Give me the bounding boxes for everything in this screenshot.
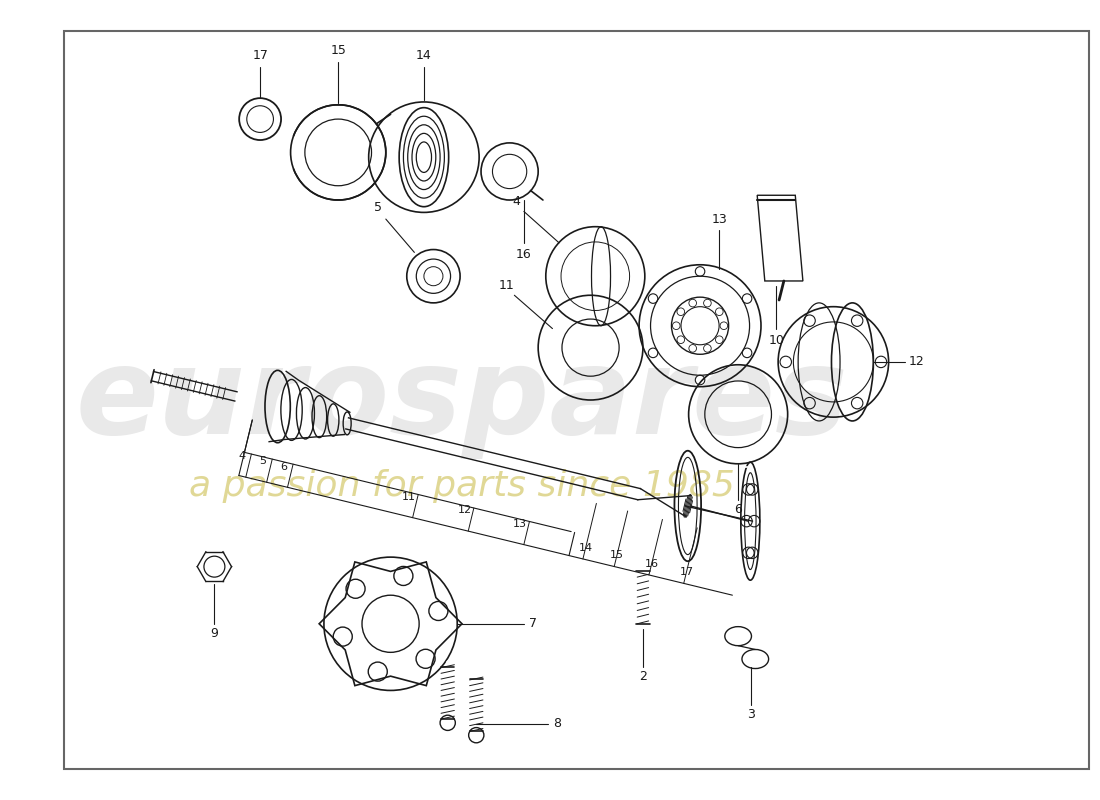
Text: 5: 5	[260, 457, 266, 466]
Text: 14: 14	[579, 542, 593, 553]
Text: 8: 8	[553, 718, 561, 730]
Text: 12: 12	[458, 506, 472, 515]
Text: 11: 11	[402, 492, 416, 502]
Text: 15: 15	[330, 44, 346, 57]
Text: 16: 16	[645, 558, 659, 569]
Text: 15: 15	[610, 550, 624, 560]
Text: 14: 14	[416, 49, 432, 62]
Text: eurospares: eurospares	[76, 342, 848, 458]
Text: 6: 6	[734, 503, 742, 516]
Text: 4: 4	[239, 451, 245, 462]
Text: 10: 10	[768, 334, 784, 346]
Text: 17: 17	[680, 567, 694, 577]
Text: 12: 12	[909, 355, 924, 369]
Text: 16: 16	[516, 248, 531, 261]
Text: 6: 6	[280, 462, 287, 471]
Text: 9: 9	[210, 627, 218, 640]
Text: 13: 13	[712, 213, 727, 226]
Text: 11: 11	[499, 279, 515, 292]
Text: 2: 2	[639, 670, 647, 682]
Text: 13: 13	[514, 519, 527, 529]
Text: 7: 7	[529, 618, 538, 630]
Text: 5: 5	[374, 201, 382, 214]
Text: 4: 4	[513, 195, 520, 209]
Text: a passion for parts since 1985: a passion for parts since 1985	[189, 469, 735, 502]
Text: 17: 17	[252, 49, 268, 62]
Text: 3: 3	[748, 708, 756, 721]
